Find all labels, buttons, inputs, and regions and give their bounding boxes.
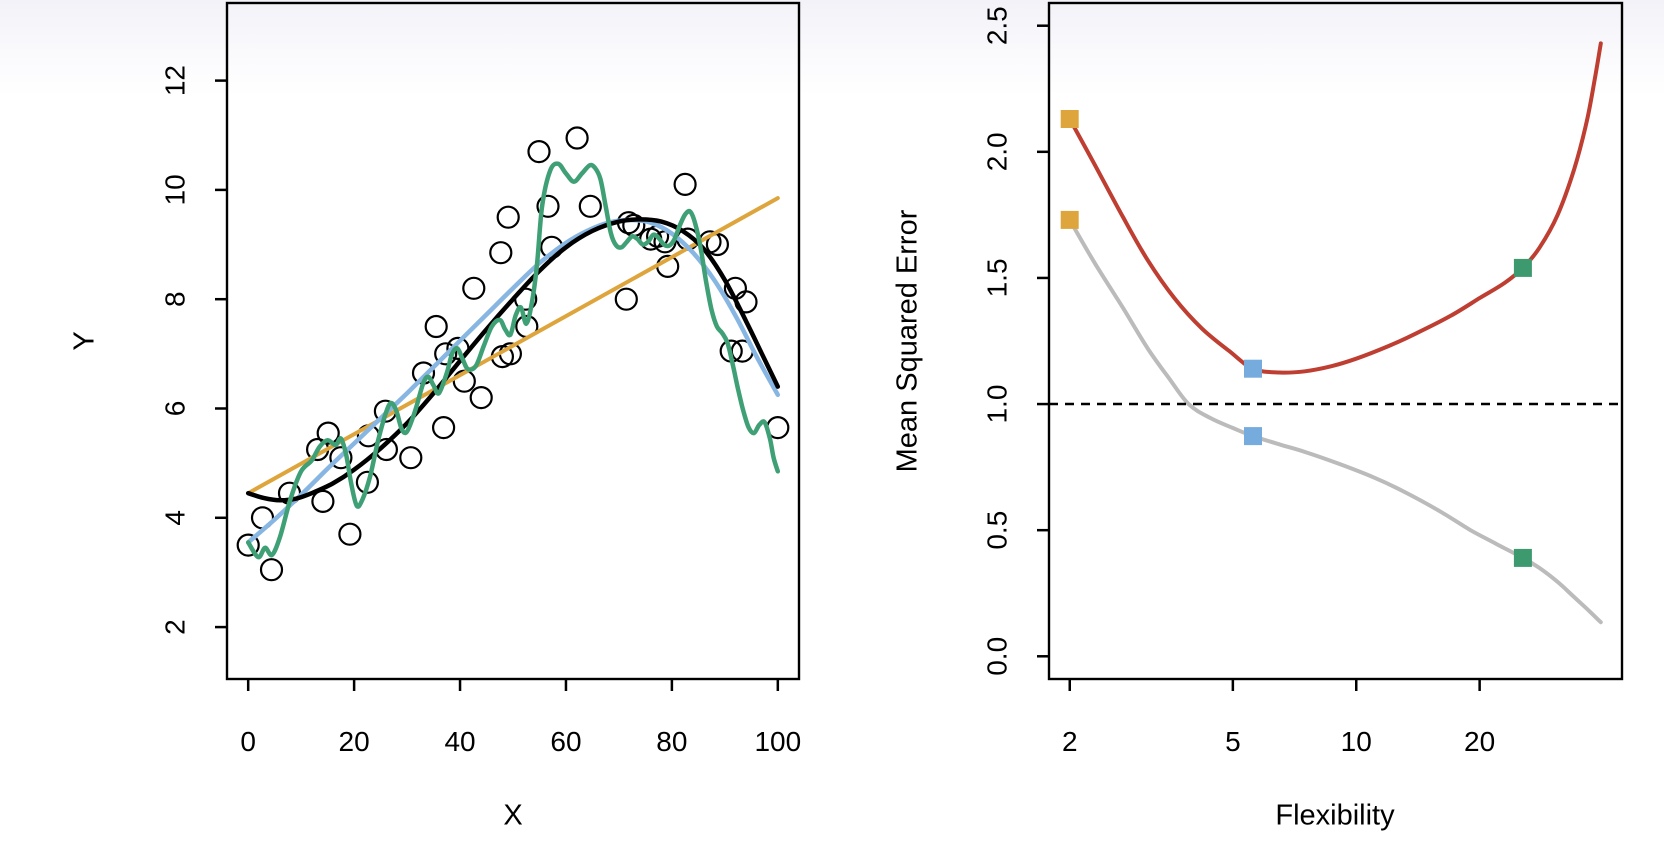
right-panel-y-tick-label: 0.0 xyxy=(982,637,1013,676)
scatter-point xyxy=(311,489,335,513)
right-panel-y-tick-label: 1.5 xyxy=(982,258,1013,297)
left-panel-plot-box xyxy=(225,1,801,681)
scatter-point xyxy=(329,446,353,470)
left-panel-y-tick-label: 8 xyxy=(160,291,191,307)
scatter-point xyxy=(432,416,456,440)
scatter-point xyxy=(527,140,551,164)
linear-model-test-mse-marker xyxy=(1060,110,1079,128)
left-panel-x-tick-label: 60 xyxy=(550,726,581,757)
right-panel-y-tick-label: 0.5 xyxy=(982,511,1013,550)
scatter-point xyxy=(489,241,513,265)
rough-spline-train-mse-marker xyxy=(1513,548,1532,567)
scatter-point xyxy=(469,386,493,410)
right-panel-plot-box xyxy=(1047,1,1624,681)
right-panel-y-tick-label: 1.0 xyxy=(982,385,1013,424)
scatter-point xyxy=(496,205,520,229)
right-panel-x-tick-label: 20 xyxy=(1464,726,1495,757)
left-panel-y-tick-label: 10 xyxy=(160,174,191,205)
scatter-point xyxy=(399,446,423,470)
right-y-axis-title: Mean Squared Error xyxy=(891,209,924,473)
true-function xyxy=(245,217,781,503)
scatter-point xyxy=(424,314,448,339)
left-panel-x-tick-label: 40 xyxy=(444,726,475,757)
left-x-axis-title: X xyxy=(503,799,523,832)
scatter-point xyxy=(536,194,560,218)
left-panel-y-tick-label: 4 xyxy=(160,510,191,526)
left-panel-y-tick-label: 2 xyxy=(160,619,191,635)
scatter-point xyxy=(614,287,638,311)
page-top-gradient xyxy=(0,0,1664,96)
right-panel-y-tick-label: 2.0 xyxy=(982,132,1013,171)
right-panel-x-tick-label: 5 xyxy=(1225,726,1241,757)
rough-spline-fit xyxy=(245,161,781,560)
right-panel-x-tick-label: 2 xyxy=(1062,726,1078,757)
smoothing-spline-train-mse-marker xyxy=(1244,427,1262,446)
right-x-axis-title: Flexibility xyxy=(1275,799,1395,832)
left-panel-x-tick-label: 80 xyxy=(656,726,687,757)
left-panel-x-tick-label: 100 xyxy=(754,726,801,757)
rough-spline-test-mse-marker xyxy=(1513,258,1532,277)
linear-model-train-mse-marker xyxy=(1060,210,1079,229)
left-panel-y-tick-label: 6 xyxy=(160,401,191,417)
test-mse-curve xyxy=(1067,41,1603,375)
scatter-point xyxy=(462,276,486,300)
left-panel-x-tick-label: 20 xyxy=(339,726,370,757)
smoothing-spline-test-mse-marker xyxy=(1244,359,1262,378)
scatter-point xyxy=(578,194,602,218)
right-panel-y-tick-label: 2.5 xyxy=(982,6,1013,45)
scatter-point xyxy=(316,421,340,445)
scatter-point xyxy=(673,172,697,196)
scatter-point xyxy=(259,558,284,582)
training-mse-curve xyxy=(1067,217,1603,625)
smoothing-spline-fit xyxy=(245,217,781,545)
scatter-point xyxy=(565,126,589,150)
left-panel-x-tick-label: 0 xyxy=(240,726,256,757)
left-panel-y-tick-label: 12 xyxy=(160,65,191,96)
right-panel-x-tick-label: 10 xyxy=(1341,726,1372,757)
scatter-point xyxy=(236,533,260,557)
scatter-point xyxy=(338,522,362,546)
left-y-axis-title: Y xyxy=(68,331,101,351)
scatter-point xyxy=(434,342,458,366)
